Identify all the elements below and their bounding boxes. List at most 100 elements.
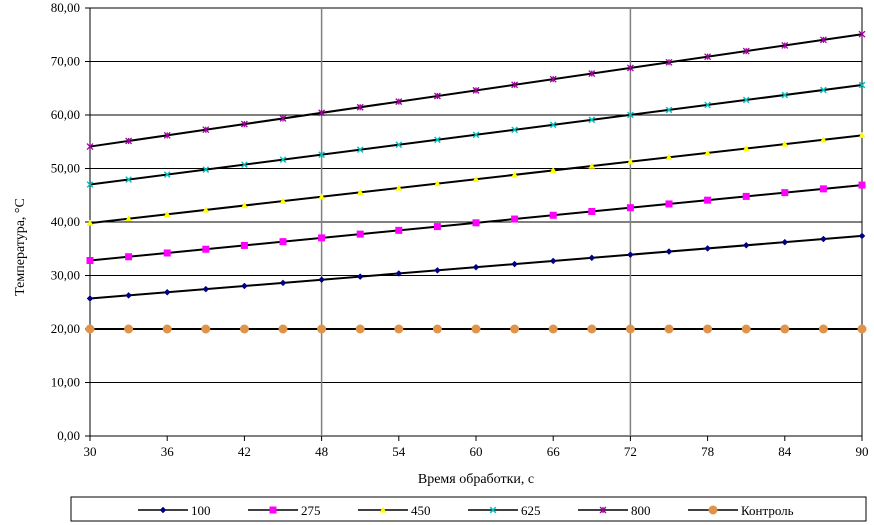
data-point (472, 175, 480, 182)
data-point (240, 241, 248, 249)
data-point (665, 58, 673, 66)
data-point (781, 189, 789, 197)
data-point (588, 70, 596, 77)
data-point (125, 176, 132, 183)
data-point (511, 215, 519, 223)
y-tick-label: 60,00 (51, 107, 80, 122)
data-point (279, 115, 287, 122)
data-point (86, 295, 94, 302)
data-point (317, 324, 327, 334)
data-point (858, 81, 866, 89)
legend-label: 450 (411, 503, 431, 518)
data-point (395, 98, 403, 106)
data-point (665, 248, 673, 255)
data-point (162, 324, 172, 334)
data-point (356, 230, 364, 238)
data-point (163, 171, 171, 178)
data-point (626, 64, 634, 72)
data-point (818, 324, 828, 334)
data-point (511, 171, 519, 178)
data-point (433, 223, 441, 231)
data-point (549, 166, 557, 174)
x-tick-label: 30 (84, 444, 97, 459)
data-point (163, 249, 171, 257)
data-point (510, 324, 520, 334)
data-point (279, 279, 287, 287)
data-point (433, 92, 441, 100)
legend-marker (489, 506, 497, 514)
data-point (318, 234, 326, 242)
data-point (742, 241, 750, 249)
x-tick-label: 90 (856, 444, 869, 459)
data-point (395, 270, 403, 277)
data-point (163, 288, 171, 296)
data-point (819, 36, 827, 44)
data-point (549, 211, 557, 219)
data-point (511, 260, 518, 268)
data-point (703, 324, 713, 334)
data-point (278, 324, 288, 334)
data-point (472, 263, 480, 271)
data-point (549, 75, 557, 83)
data-point (241, 282, 248, 290)
data-point (239, 324, 249, 334)
data-point (432, 324, 442, 334)
data-point (820, 235, 827, 243)
data-point (741, 324, 751, 334)
data-point (627, 251, 634, 259)
data-point (626, 204, 634, 212)
y-tick-label: 10,00 (51, 375, 80, 390)
data-point (318, 193, 326, 200)
y-axis: 0,00 10,00 20,00 30,00 40,00 50,00 60,00 70,00 8… (51, 0, 90, 443)
data-point (434, 266, 441, 274)
data-point (85, 324, 95, 334)
data-point (318, 151, 325, 159)
y-axis-title: Температура, °С (13, 198, 28, 296)
data-point (202, 206, 210, 213)
data-point (511, 126, 518, 134)
data-point (472, 219, 480, 227)
legend-label: Контроль (741, 503, 794, 518)
data-point (781, 91, 789, 99)
x-axis-title: Время обработки, с (418, 472, 534, 487)
x-tick-label: 66 (547, 444, 561, 459)
data-point (548, 324, 558, 334)
data-point (240, 120, 248, 128)
data-point (819, 185, 827, 193)
data-point (202, 285, 210, 293)
legend-marker (269, 506, 277, 514)
data-point (588, 162, 596, 169)
data-point (356, 103, 364, 111)
data-point (201, 324, 211, 334)
y-tick-label: 50,00 (51, 161, 80, 176)
y-tick-label: 20,00 (51, 321, 80, 336)
data-point (163, 131, 171, 139)
data-point (471, 324, 481, 334)
data-point (625, 324, 635, 334)
legend-label: 275 (301, 503, 321, 518)
data-point (704, 101, 711, 109)
data-point (395, 141, 403, 149)
data-point (472, 86, 480, 94)
data-point (434, 136, 441, 144)
x-tick-label: 36 (161, 444, 175, 459)
y-tick-label: 0,00 (57, 428, 80, 443)
data-point (664, 324, 674, 334)
data-point (125, 137, 133, 145)
data-point (665, 106, 673, 114)
data-point (780, 324, 790, 334)
data-point (125, 253, 133, 261)
data-point (665, 153, 673, 160)
data-point (704, 53, 712, 61)
y-tick-label: 80,00 (51, 0, 80, 15)
legend-marker (599, 506, 607, 514)
data-point (394, 324, 404, 334)
x-tick-label: 48 (315, 444, 328, 459)
x-tick-label: 72 (624, 444, 637, 459)
data-point (858, 131, 866, 138)
legend-marker (159, 506, 167, 514)
x-tick-label: 78 (701, 444, 714, 459)
series-markers (85, 30, 867, 334)
data-point (86, 257, 94, 265)
